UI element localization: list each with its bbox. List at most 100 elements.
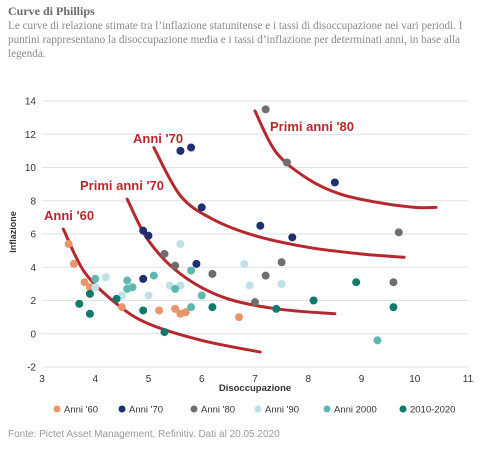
data-point	[330, 178, 339, 187]
curve-labels: Anni '60 Primi anni '70 Anni '70 Primi anni…	[44, 119, 354, 223]
x-axis-label: Disoccupazione	[219, 383, 291, 394]
data-point	[123, 284, 132, 293]
legend-item: Anni '90	[254, 405, 299, 416]
legend-label: 2010-2020	[410, 405, 455, 416]
x-tick-label: 9	[359, 374, 365, 385]
y-tick-label: 14	[25, 97, 37, 108]
data-point	[208, 269, 217, 278]
legend-label: Anni 2000	[334, 405, 377, 416]
curve-label: Anni '70	[133, 131, 183, 146]
data-point	[261, 105, 270, 114]
data-point	[64, 239, 73, 248]
y-axis-label: Inflazione	[8, 211, 18, 253]
data-point	[85, 309, 94, 318]
y-tick-labels: -2 0 2 4 6 8 10 12 14	[25, 97, 37, 374]
data-point	[117, 303, 126, 312]
data-point	[187, 143, 196, 152]
y-tick-label: 0	[30, 329, 36, 340]
phillips-curve-chart: -2 0 2 4 6 8 10 12 14 3 4 5 6 7 8 9 10 11 Anni '60 Primi …	[8, 97, 474, 416]
legend-marker	[323, 405, 331, 413]
y-tick-label: 2	[30, 296, 36, 307]
data-point	[240, 259, 249, 268]
data-point	[149, 271, 158, 280]
data-point	[187, 303, 196, 312]
legend-marker	[399, 405, 407, 413]
data-point	[187, 266, 196, 275]
data-point	[75, 299, 84, 308]
curve-label: Anni '60	[44, 208, 94, 223]
data-point	[171, 304, 180, 313]
curve-line	[125, 197, 337, 316]
data-point	[389, 278, 398, 287]
data-point	[277, 258, 286, 267]
legend-marker	[118, 405, 126, 413]
legend-label: Anni '60	[64, 405, 98, 416]
legend: Anni '60 Anni '70 Anni '80 Anni '90 Anni 200…	[53, 405, 455, 416]
y-tick-label: 10	[25, 163, 37, 174]
source-note: Fonte: Pictet Asset Management, Refiniti…	[8, 429, 280, 440]
data-point	[144, 291, 153, 300]
data-point	[192, 259, 201, 268]
legend-item: Anni 2000	[323, 405, 377, 416]
data-point	[112, 294, 121, 303]
legend-marker	[254, 405, 262, 413]
x-tick-label: 10	[409, 374, 421, 385]
data-point	[171, 284, 180, 293]
data-point	[181, 308, 190, 317]
data-point	[197, 291, 206, 300]
legend-label: Anni '70	[129, 405, 163, 416]
legend-marker	[190, 405, 198, 413]
data-points	[64, 105, 403, 345]
legend-item: Anni '60	[53, 405, 98, 416]
data-point	[261, 271, 270, 280]
y-tick-label: 4	[30, 263, 36, 274]
curve-label: Primi anni '80	[270, 119, 354, 134]
data-point	[352, 278, 361, 287]
y-tick-label: -2	[27, 363, 36, 374]
data-point	[251, 298, 259, 307]
y-tick-label: 6	[30, 230, 36, 241]
data-point	[160, 328, 169, 337]
data-point	[80, 278, 89, 287]
curve-line	[253, 109, 438, 210]
data-point	[197, 203, 206, 212]
data-point	[309, 296, 318, 305]
data-point	[256, 221, 265, 230]
curve-label: Primi anni '70	[80, 178, 164, 193]
chart-title: Curve di Phillips	[8, 4, 95, 18]
y-tick-label: 8	[30, 196, 36, 207]
legend-item: Anni '80	[190, 405, 235, 416]
data-point	[139, 306, 148, 315]
data-point	[91, 283, 100, 292]
curve-lines	[61, 109, 438, 354]
data-point	[245, 281, 254, 290]
data-point	[123, 276, 132, 285]
x-tick-label: 3	[39, 374, 45, 385]
data-point	[389, 303, 398, 312]
legend-label: Anni '80	[201, 405, 235, 416]
curve-line	[61, 227, 262, 354]
data-point	[171, 261, 180, 270]
data-point	[176, 146, 185, 155]
data-point	[176, 239, 185, 248]
data-point	[373, 336, 382, 345]
data-point	[69, 259, 78, 268]
data-point	[277, 279, 286, 288]
legend-label: Anni '90	[265, 405, 299, 416]
legend-item: 2010-2020	[399, 405, 455, 416]
data-point	[208, 303, 217, 312]
x-tick-label: 4	[92, 374, 98, 385]
grid-lines	[42, 100, 468, 368]
y-tick-label: 12	[25, 130, 37, 141]
data-point	[155, 306, 164, 315]
legend-marker	[53, 405, 61, 413]
data-point	[394, 228, 403, 237]
data-point	[160, 249, 169, 258]
x-tick-label: 7	[252, 374, 258, 385]
chart-subtitle: Le curve di relazione stimate tra l’infl…	[8, 20, 463, 60]
data-point	[91, 274, 100, 283]
data-point	[235, 313, 244, 322]
data-point	[272, 304, 281, 313]
x-tick-label: 6	[199, 374, 205, 385]
